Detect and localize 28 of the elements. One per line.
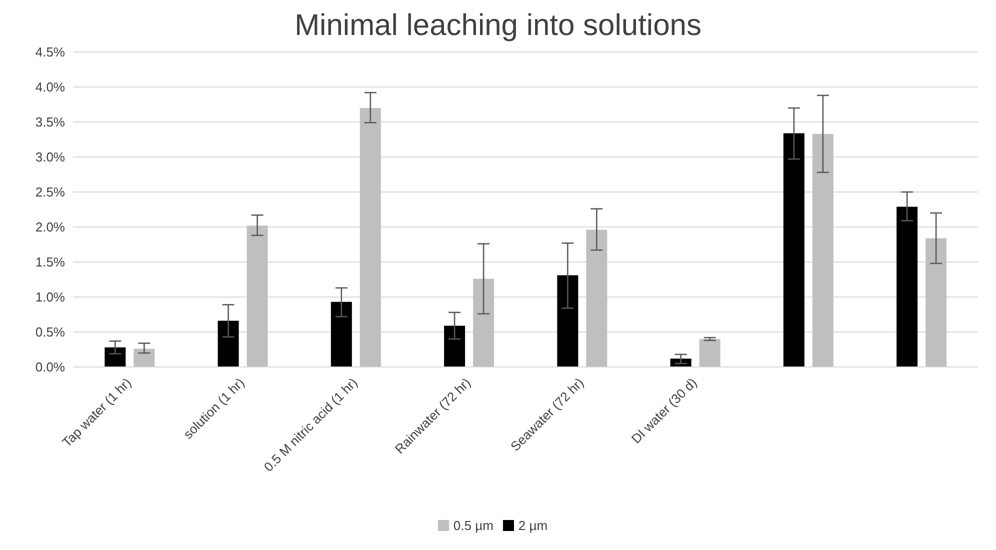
bar	[330, 302, 352, 367]
y-tick-label: 4.5%	[35, 44, 66, 60]
legend-label: 2 µm	[518, 518, 548, 533]
y-tick-label: 4.0%	[35, 80, 66, 95]
y-tick-label: 3.5%	[35, 114, 66, 130]
bar	[812, 134, 834, 367]
bar	[360, 108, 381, 367]
chart-title: Minimal leaching into solutions	[294, 8, 702, 44]
bar	[104, 347, 126, 367]
bar	[218, 320, 239, 367]
bar	[783, 133, 804, 367]
bar	[246, 226, 268, 367]
y-tick-label: 1.0%	[35, 290, 66, 305]
bar	[134, 348, 155, 367]
bar	[557, 275, 578, 367]
y-tick-label: 0.0%	[35, 360, 66, 375]
y-tick-label: 2.5%	[35, 184, 66, 200]
bar	[896, 206, 918, 367]
bar	[699, 339, 720, 367]
bar	[586, 230, 608, 367]
y-tick-label: 2.0%	[35, 220, 66, 235]
y-tick-label: 0.5%	[35, 324, 66, 340]
y-tick-label: 3.0%	[35, 150, 66, 165]
legend-label: 0.5 µm	[453, 518, 494, 533]
bar	[444, 326, 466, 367]
bar	[926, 238, 947, 367]
y-tick-label: 1.5%	[35, 254, 66, 270]
bar	[473, 278, 494, 367]
